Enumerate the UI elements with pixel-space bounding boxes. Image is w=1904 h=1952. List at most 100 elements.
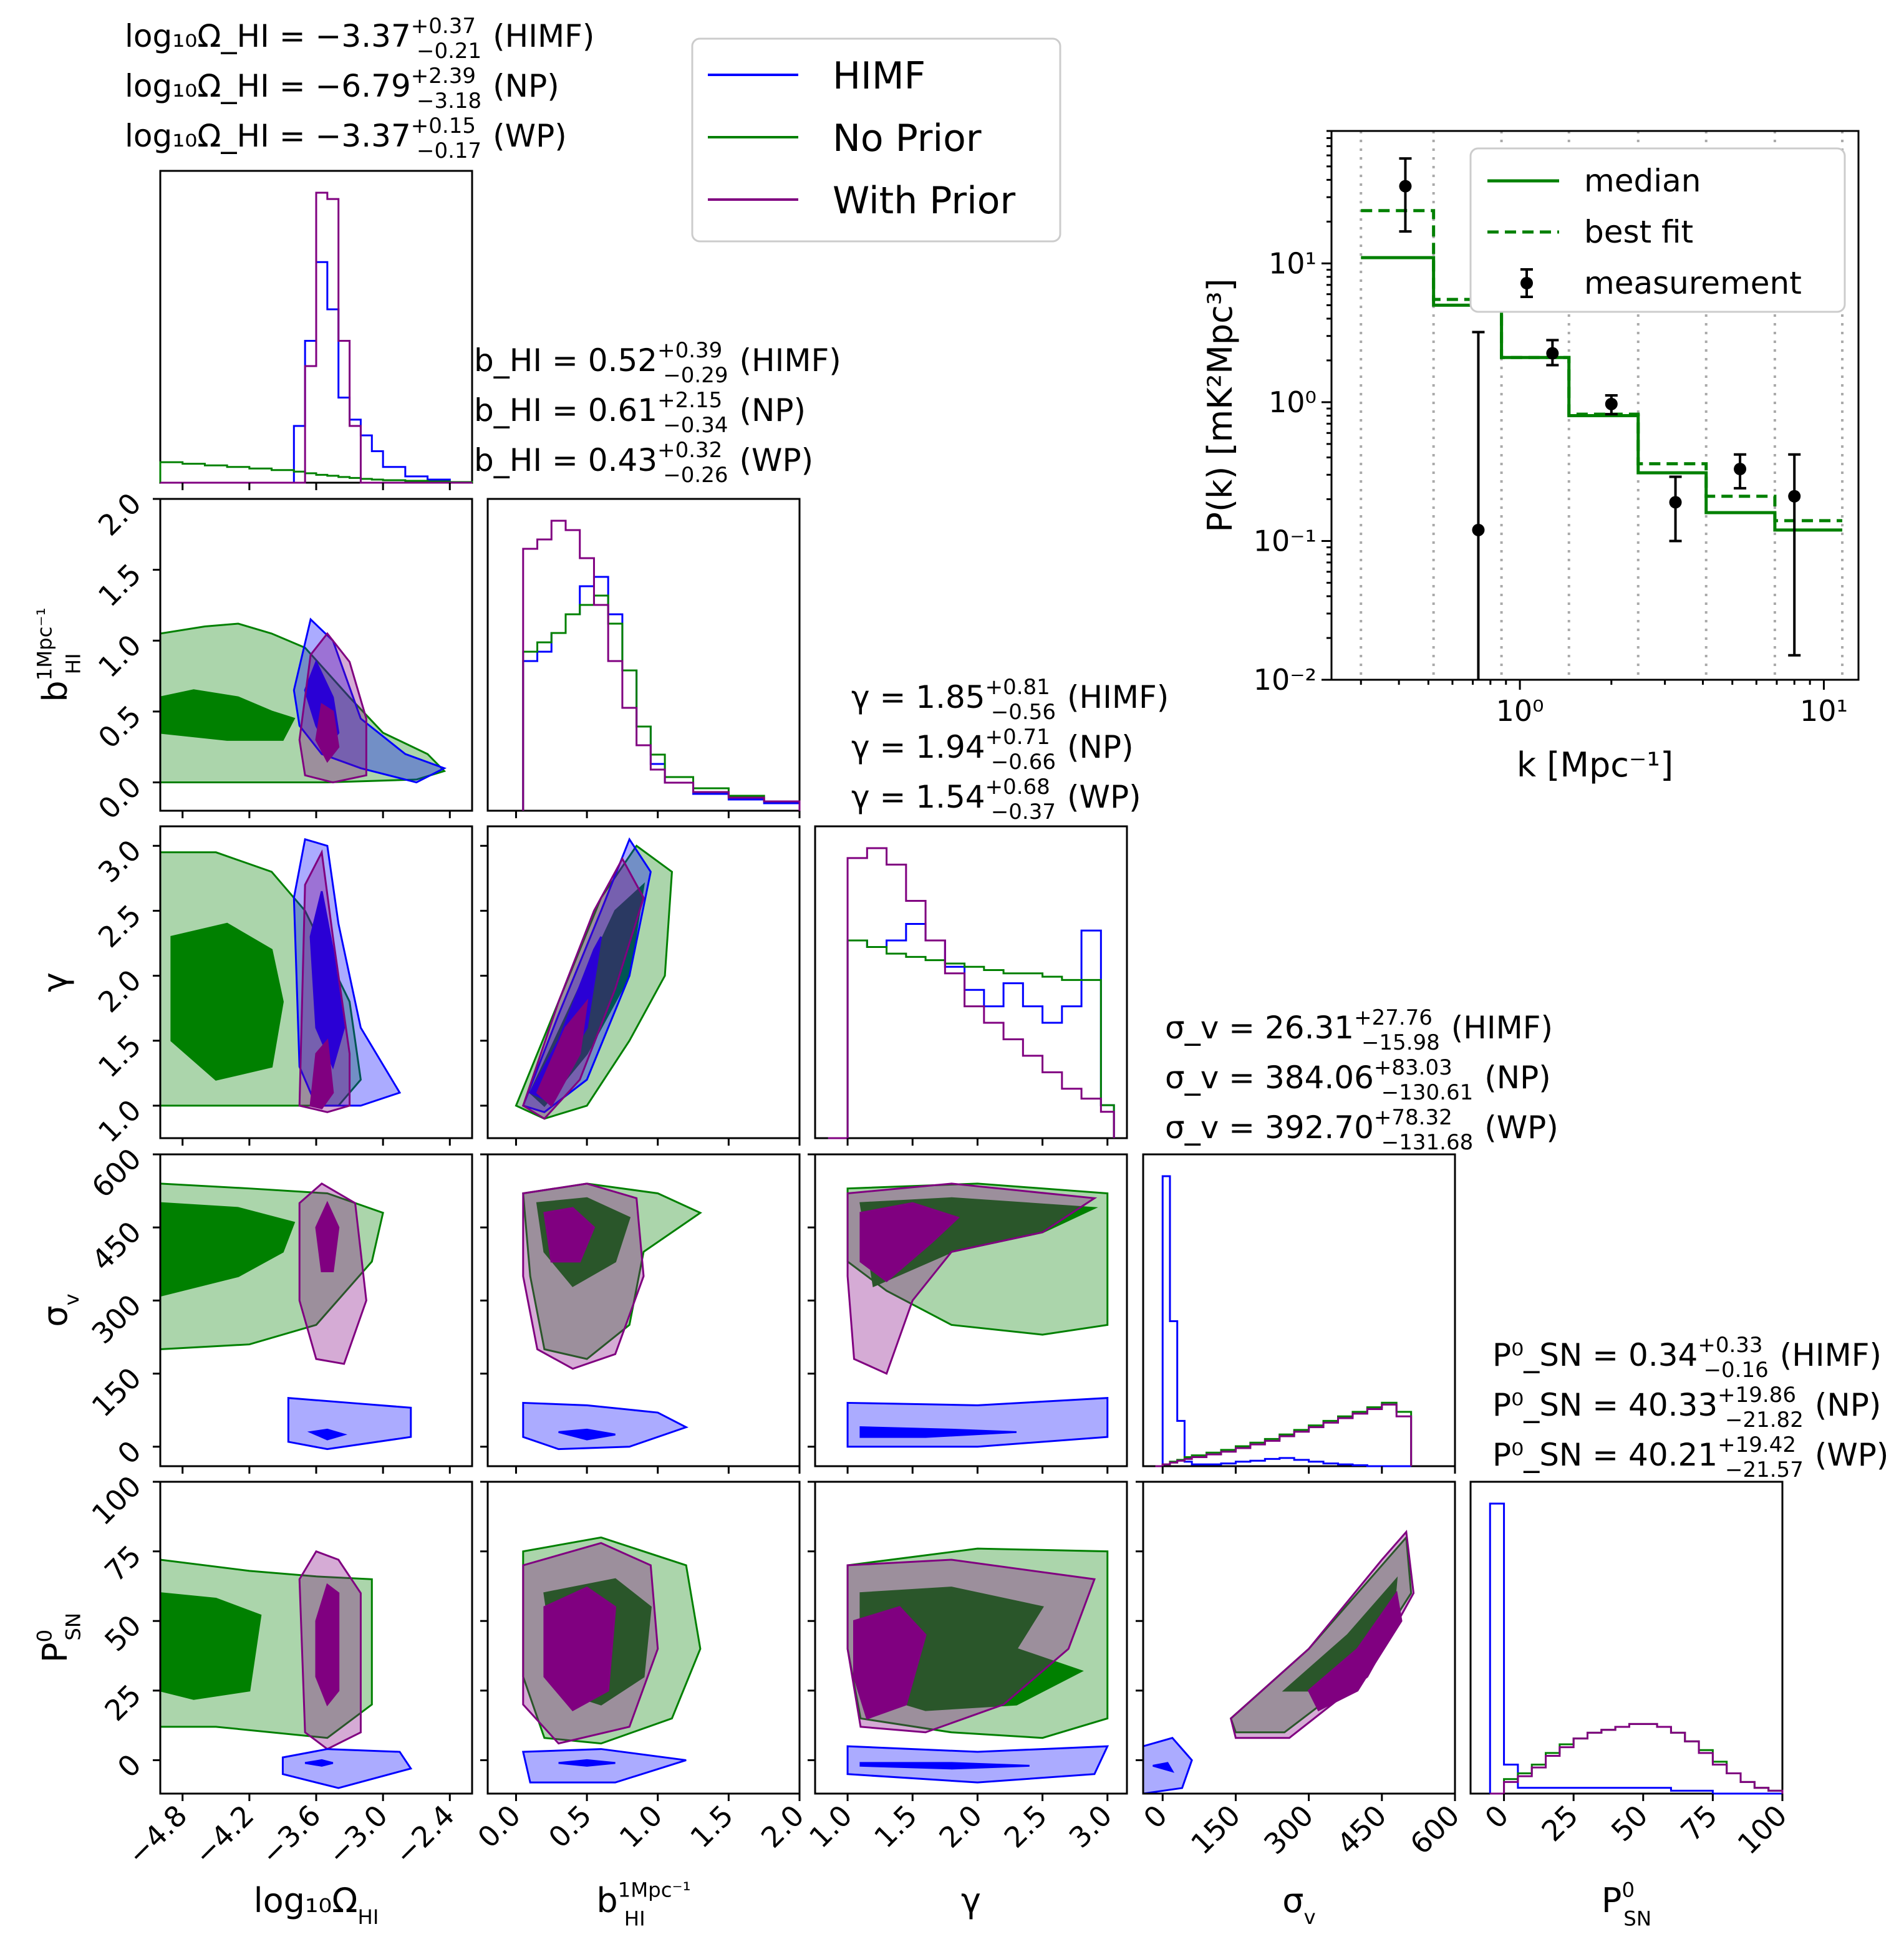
y-tick-label: 2.0 <box>92 486 148 543</box>
x-axis-label-bHI: b1Mpc⁻¹ HI <box>596 1878 690 1931</box>
contour-68-himf <box>1153 1762 1175 1773</box>
y-tick-label: 150 <box>85 1361 148 1423</box>
contour-95-with-prior <box>1229 1529 1415 1739</box>
measurement-point <box>1734 463 1747 476</box>
y-axis-label-gamma: γ <box>36 972 75 992</box>
panel-frame <box>814 1153 1128 1467</box>
ticks-4-3 <box>1136 1481 1456 1801</box>
panel-frame <box>1469 1481 1784 1795</box>
contours <box>160 1182 412 1451</box>
y-axis-label-sigma_v: σv <box>36 1293 84 1326</box>
ticks-1-1 <box>515 811 801 818</box>
contour-95-himf <box>521 1748 687 1784</box>
x-axis-label-log10OmegaHI: log₁₀ΩHI <box>254 1881 379 1929</box>
panel-frame <box>814 1481 1128 1795</box>
x-tick-label: 300 <box>1257 1799 1320 1861</box>
hist-panel-bHI <box>486 498 801 812</box>
x-tick-label: 2.0 <box>932 1799 988 1855</box>
pk-y-tick-label: 10⁻² <box>1254 663 1317 697</box>
contour-68-no-prior <box>170 922 284 1081</box>
measurement-point <box>1669 496 1682 509</box>
pk-y-tick-label: 10⁻¹ <box>1254 524 1317 558</box>
annotation-line: b_HI = 0.43+0.32 −0.26 (WP) <box>474 438 813 488</box>
histogram-with-prior <box>522 519 801 811</box>
contour-68-himf <box>859 1762 1030 1770</box>
annotation-line: log₁₀Ω_HI = −6.79+2.39 −3.18 (NP) <box>125 64 559 114</box>
x-tick-label: −4.2 <box>187 1799 260 1872</box>
y-tick-label: 1.0 <box>92 1093 148 1149</box>
y-tick-label: 0.5 <box>92 699 148 755</box>
pk-frame <box>1330 130 1860 681</box>
contours <box>515 837 674 1120</box>
contour-panel-PSN0-vs-sigma_v <box>1142 1481 1456 1795</box>
panel-frame <box>486 498 801 812</box>
contours <box>160 1550 413 1789</box>
parameter-annotations: log₁₀Ω_HI = −3.37+0.37 −0.21 (HIMF)log₁₀Ω_… <box>125 14 1888 1482</box>
x-tick-label: 600 <box>1404 1799 1466 1861</box>
y-tick-label: 2.0 <box>92 963 148 1019</box>
x-tick-label: 2.0 <box>755 1799 811 1855</box>
x-tick-label: 0 <box>1478 1799 1515 1835</box>
y-tick-label: 1.5 <box>92 1028 148 1084</box>
contour-68-no-prior <box>160 1202 296 1297</box>
annotation-line: σ_v = 26.31+27.76 −15.98 (HIMF) <box>1165 1005 1553 1055</box>
measurement-point <box>1605 397 1618 410</box>
histogram-himf <box>828 923 1115 1139</box>
contour-68-himf <box>304 1759 334 1767</box>
ticks-4-4 <box>1503 1794 1784 1801</box>
y-tick-label: 1.5 <box>92 557 148 613</box>
contour-68-himf <box>309 891 346 1070</box>
panel-frame <box>486 1481 801 1795</box>
contour-95-with-prior <box>522 1182 645 1370</box>
contour-68-with-prior <box>1307 1590 1403 1712</box>
contour-panel-PSN0-vs-bHI <box>486 1481 801 1795</box>
annotation-gamma: γ = 1.85+0.81 −0.56 (HIMF)γ = 1.94+0.71 −0.… <box>851 675 1169 824</box>
panel-frame <box>814 825 1128 1139</box>
x-tick-label: 450 <box>1330 1799 1393 1861</box>
pk-legend-label: median <box>1584 163 1701 199</box>
ticks-1-0 <box>153 498 451 818</box>
y-tick-label: 0.0 <box>92 770 148 826</box>
annotation-sigma_v: σ_v = 26.31+27.76 −15.98 (HIMF)σ_v = 384.0… <box>1165 1005 1558 1155</box>
panel-frame <box>486 1153 801 1467</box>
measurement-point <box>1472 523 1485 536</box>
pk-x-tick-label: 10¹ <box>1800 694 1848 728</box>
contour-panel-PSN0-vs-gamma <box>814 1481 1128 1795</box>
legend-label: No Prior <box>833 117 982 160</box>
hist-panel-gamma <box>814 825 1128 1139</box>
histogram-himf <box>522 576 801 811</box>
x-tick-label: −3.0 <box>321 1799 394 1872</box>
x-tick-label: 3.0 <box>1063 1799 1119 1855</box>
x-tick-label: 0.5 <box>542 1799 598 1855</box>
annotation-line: log₁₀Ω_HI = −3.37+0.15 −0.17 (WP) <box>125 114 567 163</box>
histogram-no-prior <box>1490 1722 1784 1795</box>
contour-95-himf <box>522 1401 689 1451</box>
x-axis-label-PSN0: P0 SN <box>1602 1878 1651 1931</box>
contour-68-himf <box>307 1428 348 1441</box>
measurement-point <box>1788 490 1801 503</box>
contour-68-no-prior <box>160 1592 262 1700</box>
contours <box>160 617 447 784</box>
annotation-line: b_HI = 0.52+0.39 −0.29 (HIMF) <box>474 338 841 388</box>
contour-panel-sigma_v-vs-log10OmegaHI <box>159 1153 473 1467</box>
x-tick-label: 0.0 <box>471 1799 527 1855</box>
contour-95-himf <box>846 1397 1109 1448</box>
annotation-line: γ = 1.85+0.81 −0.56 (HIMF) <box>851 675 1169 725</box>
contour-68-with-prior <box>315 1201 340 1272</box>
y-tick-label: 600 <box>85 1142 148 1204</box>
x-tick-label: 100 <box>1731 1799 1794 1861</box>
y-axis-gamma: 1.0 1.5 2.0 2.5 3.0 γ <box>36 833 148 1149</box>
annotation-bHI: b_HI = 0.52+0.39 −0.29 (HIMF)b_HI = 0.61+2… <box>474 338 841 488</box>
y-tick-label: 1.0 <box>92 628 148 684</box>
contour-68-himf <box>859 1426 1017 1438</box>
ticks-4-1 <box>480 1481 801 1801</box>
x-tick-label: 2.5 <box>997 1799 1053 1855</box>
power-spectrum-panel: 10⁻² 10⁻¹ 10⁰ 10¹ 10⁰ 10¹ k [Mpc⁻¹] P(k) [mK²Mp… <box>1201 130 1860 785</box>
x-tick-label: 75 <box>1674 1799 1724 1848</box>
ticks-3-3 <box>1161 1466 1456 1474</box>
x-tick-label: 1.0 <box>803 1799 859 1855</box>
ticks-2-2 <box>846 1138 1109 1146</box>
y-axis-label-bHI: b1Mpc⁻¹ HI <box>33 607 85 702</box>
y-tick-label: 0 <box>111 1747 148 1784</box>
contours <box>846 1182 1109 1448</box>
